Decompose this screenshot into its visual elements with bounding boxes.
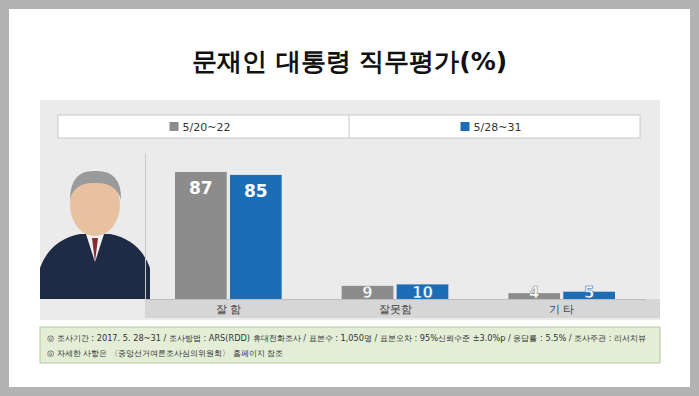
legend-swatch: [461, 122, 470, 131]
bar: [230, 175, 282, 299]
chart-svg: 문재인 대통령 직무평가(%) 5/20~22 5/28~31 879485105잘 …: [0, 0, 699, 396]
portrait: [40, 171, 150, 299]
x-tick: 잘 함: [216, 299, 242, 316]
legend-label: 5/20~22: [183, 121, 231, 134]
portrait-tie: [92, 238, 98, 262]
legend-divider: [349, 115, 350, 138]
x-tick-label: 잘 함: [216, 303, 242, 316]
data-label: 85: [244, 181, 268, 201]
plot-background: [40, 100, 660, 320]
x-axis-line: [146, 299, 646, 300]
portrait-hair: [70, 171, 121, 200]
x-tick: 기 타: [549, 299, 575, 316]
data-label: 87: [189, 178, 213, 198]
legend: 5/20~22 5/28~31: [58, 115, 640, 138]
x-tick: 잘못함: [379, 299, 412, 316]
y-axis: [145, 154, 146, 300]
bars: [175, 172, 615, 299]
title: 문재인 대통령 직무평가(%): [192, 47, 507, 76]
notes-box: [40, 327, 660, 363]
x-tick-label: 잘못함: [379, 303, 412, 316]
x-tick-label: 기 타: [549, 303, 575, 316]
legend-box: [58, 115, 640, 138]
note: ◎ 자세한 사항은 〈중앙선거여론조사심의위원회〉 홈페이지 참조: [47, 348, 283, 358]
inner-panel: [9, 9, 690, 387]
data-labels: 879485105: [189, 178, 594, 302]
outer-frame: [0, 0, 699, 396]
y-axis-line: [145, 154, 146, 300]
legend-label: 5/28~31: [474, 121, 522, 134]
portrait-suit: [40, 234, 150, 299]
legend-swatch: [170, 122, 179, 131]
portrait-shirt: [86, 234, 104, 262]
category-strip: [145, 299, 660, 318]
note: ◎ 조사기간 : 2017. 5. 28~31 / 조사방법 : ARS(RDD…: [47, 333, 646, 343]
bar: [175, 172, 227, 299]
x-axis: 잘 함 잘못함 기 타: [146, 299, 646, 316]
